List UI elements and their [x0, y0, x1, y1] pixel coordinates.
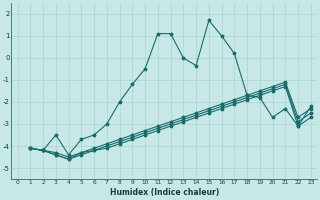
- X-axis label: Humidex (Indice chaleur): Humidex (Indice chaleur): [109, 188, 219, 197]
